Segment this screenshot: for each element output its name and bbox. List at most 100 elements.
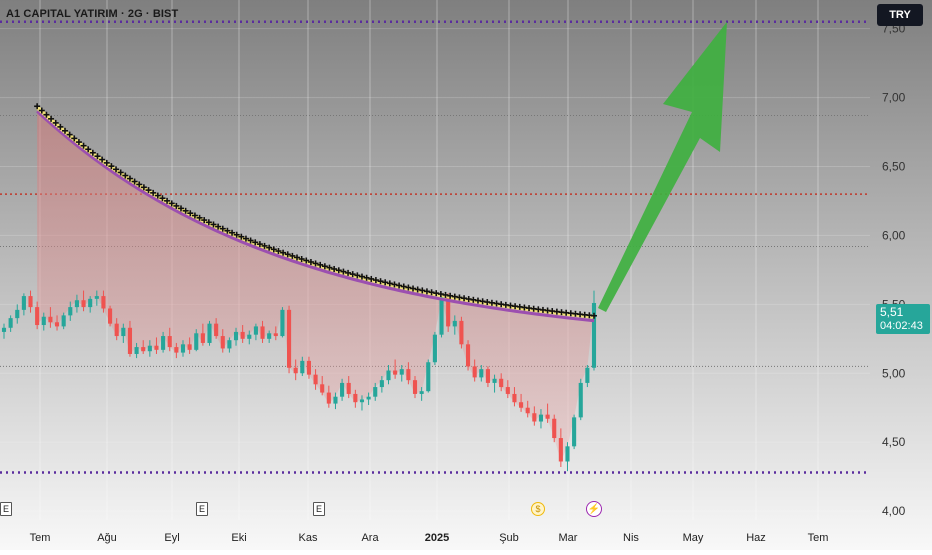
candle-body (194, 333, 199, 350)
candle-body (253, 326, 258, 335)
x-tick-label: Tem (30, 532, 51, 544)
candle-body (545, 414, 550, 419)
candle-body (280, 309, 285, 337)
trend-cross-mark (154, 192, 161, 199)
candle-body (207, 323, 212, 343)
candle-body (94, 296, 99, 299)
currency-button[interactable]: TRY (877, 4, 923, 26)
trend-cross-mark (591, 312, 597, 319)
candle-body (379, 380, 384, 388)
trend-cross-mark (113, 166, 120, 173)
trend-cross-mark (345, 269, 352, 276)
trend-cross-mark (173, 202, 180, 209)
x-tick-label: Ara (361, 532, 379, 544)
candle-body (300, 360, 305, 374)
last-price-tag: 5,51 04:02:43 (876, 304, 930, 334)
trend-cross-mark (358, 273, 365, 280)
earnings-marker[interactable]: E (313, 502, 325, 516)
trend-cross-mark (456, 294, 463, 301)
trend-cross-mark (178, 205, 184, 212)
trend-cross-mark (131, 178, 138, 185)
target-arrow[interactable] (598, 21, 727, 313)
trend-cross-mark (294, 254, 301, 261)
trend-cross-mark (205, 219, 212, 226)
candle-body (340, 382, 345, 397)
trend-cross-mark (108, 163, 115, 170)
trend-cross-mark (391, 281, 398, 288)
x-tick-label: Ağu (97, 532, 117, 544)
candle-body (452, 320, 457, 327)
trend-cross-mark (312, 260, 319, 267)
candle-body (114, 323, 119, 337)
candle-body (459, 320, 464, 345)
candle-body (273, 333, 278, 337)
candle-body (154, 345, 159, 350)
candle-body (565, 446, 570, 462)
dividend-marker[interactable]: $ (531, 502, 545, 516)
x-tick-label: 2025 (425, 532, 449, 544)
x-tick-label: Haz (746, 532, 766, 544)
trend-cross-mark (89, 149, 96, 156)
candle-body (519, 402, 524, 408)
x-tick-label: Eyl (164, 532, 179, 544)
x-tick-label: Kas (299, 532, 318, 544)
candle-body (81, 300, 86, 308)
candle-body (1, 327, 7, 332)
trend-cross-mark (38, 107, 45, 114)
y-tick-label: 6,00 (882, 228, 906, 242)
candle-body (346, 382, 351, 394)
trend-cross-mark (256, 241, 263, 248)
candle-body (306, 360, 311, 375)
arrow-shape[interactable] (598, 21, 727, 313)
trend-cross-mark (66, 131, 73, 138)
candle-body (585, 367, 590, 383)
candle-body (432, 334, 437, 363)
candle-body (141, 347, 146, 352)
trend-cross-mark (85, 146, 92, 153)
trend-cross-mark (233, 231, 240, 238)
trend-cross-mark (410, 285, 417, 292)
candle-body (472, 366, 477, 378)
trend-cross-mark (289, 252, 296, 259)
candle-body (108, 308, 113, 324)
candle-body (233, 331, 239, 341)
candle-body (121, 327, 126, 337)
candle-body (74, 300, 79, 308)
trend-cross-mark (201, 217, 208, 224)
split-marker[interactable]: ⚡ (586, 501, 602, 517)
trend-cross-mark (437, 291, 444, 298)
candle-body (220, 336, 225, 349)
trend-cross-mark (335, 267, 342, 274)
trend-cross-mark (117, 169, 124, 176)
candle-body (525, 407, 530, 414)
trend-cross-mark (266, 244, 273, 251)
trend-cross-mark (331, 265, 338, 272)
trend-line-lower[interactable] (36, 110, 595, 323)
candle-body (532, 413, 537, 422)
earnings-marker[interactable]: E (0, 502, 12, 516)
candle-body (21, 296, 26, 310)
trend-line[interactable] (34, 103, 597, 323)
trend-cross-mark (191, 212, 198, 219)
trend-cross-mark (48, 115, 55, 122)
candle-body (240, 331, 245, 339)
trend-cross-mark (168, 200, 175, 207)
chart-title: A1 CAPITAL YATIRIM · 2G · BIST (6, 8, 179, 20)
x-axis: Tem Ağu Eyl Eki Kas Ara 2025 Şub Mar Nis May Haz Tem (30, 532, 829, 544)
y-tick-label: 4,00 (882, 504, 906, 518)
trend-cross-mark (451, 293, 458, 300)
earnings-marker[interactable]: E (196, 502, 208, 516)
trend-cross-mark (447, 292, 454, 299)
candle-body (538, 414, 544, 422)
candle-body (267, 333, 272, 339)
trend-cross-mark (61, 127, 68, 134)
trend-cross-mark (442, 291, 449, 298)
candles (1, 290, 597, 472)
trend-cross-mark (280, 249, 287, 256)
candle-body (214, 323, 219, 337)
candle-body (479, 369, 484, 378)
candle-body (187, 344, 192, 350)
trend-cross-mark (57, 123, 64, 130)
